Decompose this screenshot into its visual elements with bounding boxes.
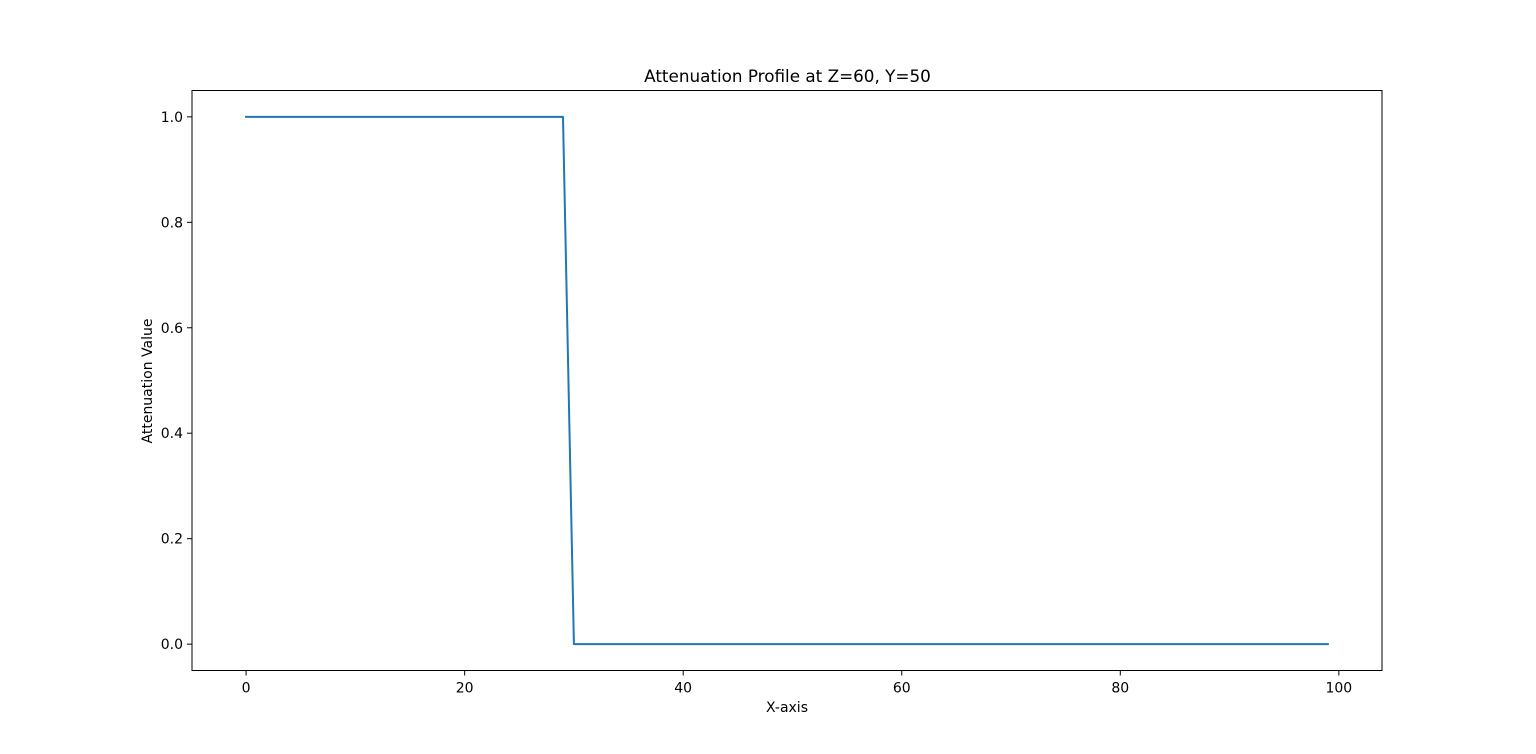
x-axis-label: X-axis — [766, 700, 808, 716]
y-tick-label: 0.6 — [161, 321, 183, 337]
y-tick-label: 1.0 — [161, 110, 183, 126]
x-tick-label: 60 — [893, 681, 911, 697]
x-tick-label: 20 — [456, 681, 474, 697]
plot-area — [245, 115, 1329, 646]
y-axis: 0.0 0.2 0.4 0.6 0.8 1.0 — [161, 110, 192, 653]
x-axis: 0 20 40 60 80 100 — [242, 670, 1352, 697]
x-tick-label: 40 — [674, 681, 692, 697]
x-tick-label: 100 — [1325, 681, 1352, 697]
series-line — [245, 115, 1329, 646]
chart-title: Attenuation Profile at Z=60, Y=50 — [644, 66, 931, 86]
y-tick-label: 0.0 — [161, 637, 183, 653]
x-tick-label: 0 — [242, 681, 251, 697]
y-axis-label: Attenuation Value — [140, 319, 156, 444]
axes-frame — [191, 90, 1383, 671]
y-tick-label: 0.4 — [161, 426, 183, 442]
x-tick-label: 80 — [1111, 681, 1129, 697]
y-tick-label: 0.8 — [161, 215, 183, 231]
y-tick-label: 0.2 — [161, 532, 183, 548]
